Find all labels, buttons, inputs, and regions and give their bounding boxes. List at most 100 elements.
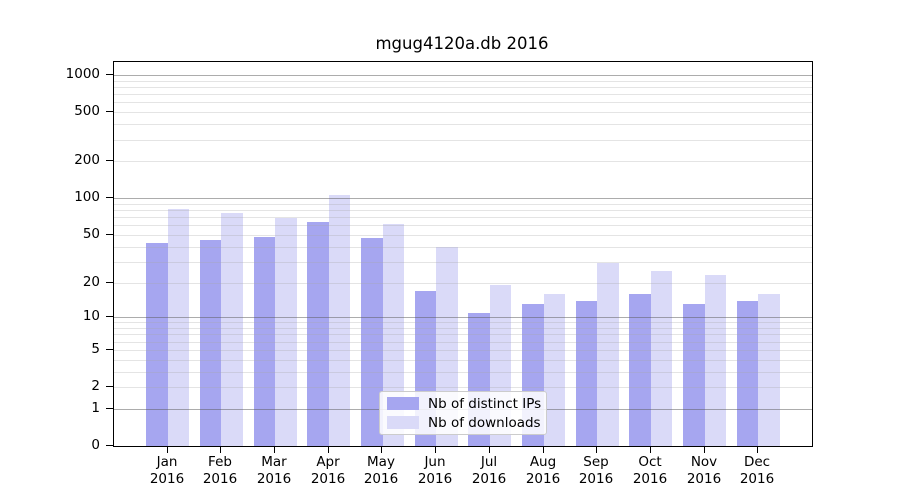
- minor-gridline-70: [114, 217, 812, 218]
- x-tick-mark-mar: [274, 447, 275, 453]
- minor-gridline-60: [114, 225, 812, 226]
- x-tick-year: 2016: [739, 471, 775, 487]
- x-tick-mark-aug: [543, 447, 544, 453]
- y-tick-mark-500: [106, 111, 113, 112]
- bar-mar-distinct-ips: [253, 237, 276, 446]
- x-tick-year: 2016: [256, 471, 292, 487]
- x-tick-label-mar: Mar 2016: [242, 454, 306, 488]
- x-tick-label-jun: Jun 2016: [403, 454, 467, 488]
- bar-apr-downloads: [328, 195, 351, 446]
- x-tick-mark-apr: [328, 447, 329, 453]
- minor-gridline-900: [114, 81, 812, 82]
- x-tick-month: Feb: [208, 454, 232, 470]
- x-tick-mark-sep: [596, 447, 597, 453]
- y-tick-mark-5: [106, 349, 113, 350]
- y-tick-label-100: 100: [74, 189, 100, 205]
- legend-label-distinct-ips: Nb of distinct IPs: [428, 395, 542, 412]
- minor-gridline-50: [114, 235, 812, 236]
- minor-gridline-200: [114, 161, 812, 162]
- minor-gridline-400: [114, 124, 812, 125]
- bar-feb-downloads: [221, 213, 243, 446]
- major-gridline-100: [114, 198, 812, 199]
- x-tick-month: Dec: [743, 454, 771, 470]
- y-tick-label-0: 0: [91, 437, 100, 453]
- minor-gridline-700: [114, 94, 812, 95]
- x-tick-year: 2016: [149, 471, 185, 487]
- x-tick-month: Jun: [424, 454, 446, 470]
- x-tick-label-feb: Feb 2016: [188, 454, 252, 488]
- bar-oct-downloads: [650, 271, 673, 446]
- x-tick-month: Oct: [638, 454, 662, 470]
- x-tick-year: 2016: [578, 471, 614, 487]
- y-tick-label-500: 500: [74, 103, 100, 119]
- y-tick-mark-10: [106, 316, 113, 317]
- legend-swatch-downloads: [387, 416, 419, 429]
- x-tick-mark-dec: [757, 447, 758, 453]
- x-tick-mark-nov: [704, 447, 705, 453]
- bar-nov-downloads: [704, 275, 727, 446]
- y-tick-label-5: 5: [91, 341, 100, 357]
- bar-feb-distinct-ips: [199, 240, 222, 446]
- x-tick-mark-jun: [435, 447, 436, 453]
- bar-dec-distinct-ips: [736, 300, 759, 446]
- bar-dec-downloads: [758, 293, 780, 446]
- bar-may-distinct-ips: [361, 238, 383, 446]
- y-tick-label-1000: 1000: [65, 66, 100, 82]
- bar-sep-downloads: [597, 263, 619, 446]
- y-tick-label-200: 200: [74, 152, 100, 168]
- x-tick-label-nov: Nov 2016: [672, 454, 736, 488]
- minor-gridline-600: [114, 102, 812, 103]
- x-tick-label-dec: Dec 2016: [725, 454, 789, 488]
- y-tick-label-2: 2: [91, 378, 100, 394]
- bar-jan-downloads: [167, 208, 190, 446]
- x-tick-label-apr: Apr 2016: [296, 454, 360, 488]
- x-tick-year: 2016: [632, 471, 668, 487]
- x-tick-month: Jan: [156, 454, 178, 470]
- x-tick-month: May: [367, 454, 395, 470]
- x-tick-year: 2016: [686, 471, 722, 487]
- x-tick-mark-oct: [650, 447, 651, 453]
- x-tick-mark-jan: [167, 447, 168, 453]
- x-tick-label-jul: Jul 2016: [457, 454, 521, 488]
- legend-label-downloads: Nb of downloads: [428, 414, 541, 431]
- x-tick-month: Sep: [583, 454, 609, 470]
- x-tick-year: 2016: [310, 471, 346, 487]
- y-tick-mark-20: [106, 282, 113, 283]
- bar-jan-distinct-ips: [146, 242, 168, 446]
- minor-gridline-90: [114, 204, 812, 205]
- x-tick-label-oct: Oct 2016: [618, 454, 682, 488]
- y-tick-label-20: 20: [82, 274, 100, 290]
- bar-mar-downloads: [275, 217, 297, 446]
- x-tick-month: Aug: [529, 454, 557, 470]
- x-tick-label-jan: Jan 2016: [135, 454, 199, 488]
- x-tick-label-sep: Sep 2016: [564, 454, 628, 488]
- minor-gridline-500: [114, 112, 812, 113]
- x-tick-year: 2016: [471, 471, 507, 487]
- y-tick-label-10: 10: [82, 308, 100, 324]
- minor-gridline-80: [114, 210, 812, 211]
- x-tick-mark-feb: [220, 447, 221, 453]
- legend: Nb of distinct IPs Nb of downloads: [379, 391, 547, 435]
- x-tick-month: Mar: [261, 454, 287, 470]
- x-tick-year: 2016: [525, 471, 561, 487]
- x-tick-label-may: May 2016: [349, 454, 413, 488]
- y-tick-mark-1: [106, 408, 113, 409]
- major-gridline-1000: [114, 75, 812, 76]
- y-tick-label-1: 1: [91, 400, 100, 416]
- minor-gridline-800: [114, 87, 812, 88]
- bar-sep-distinct-ips: [575, 300, 598, 446]
- bar-may-downloads: [382, 224, 404, 446]
- y-tick-mark-200: [106, 160, 113, 161]
- bar-nov-distinct-ips: [683, 304, 705, 446]
- minor-gridline-300: [114, 140, 812, 141]
- legend-row-distinct-ips: Nb of distinct IPs: [387, 395, 542, 412]
- chart-title: mgug4120a.db 2016: [375, 34, 549, 53]
- x-tick-year: 2016: [363, 471, 399, 487]
- bar-oct-distinct-ips: [629, 293, 651, 446]
- legend-row-downloads: Nb of downloads: [387, 414, 541, 431]
- y-tick-mark-1000: [106, 74, 113, 75]
- y-tick-mark-2: [106, 386, 113, 387]
- bar-aug-downloads: [543, 293, 565, 446]
- y-tick-mark-100: [106, 197, 113, 198]
